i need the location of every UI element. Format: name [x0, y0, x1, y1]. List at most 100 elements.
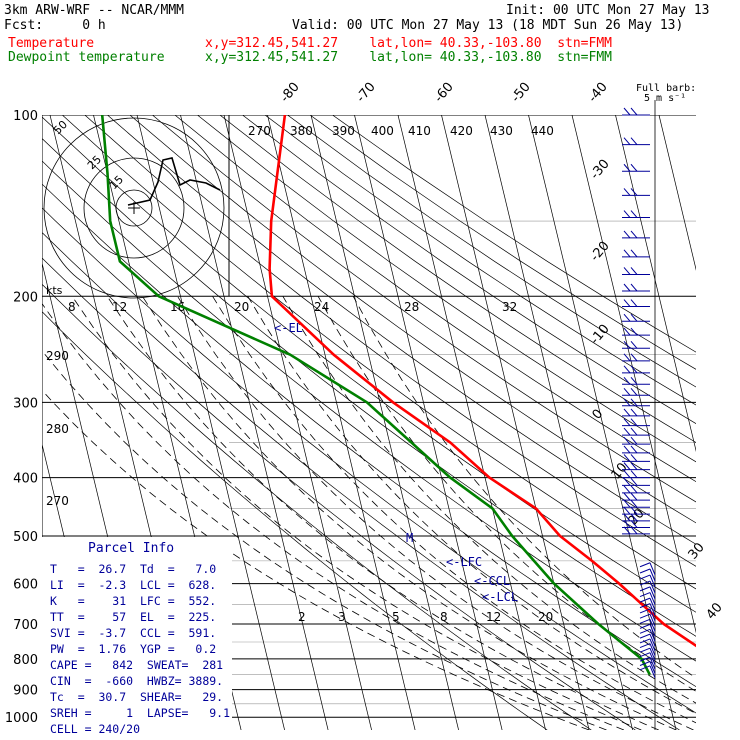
parcel-info-row: TT = 57 EL = 225. — [50, 610, 216, 624]
hodograph-speed-label: 28 — [404, 300, 419, 314]
isotherm-line — [136, 115, 285, 730]
dry-adiabat — [42, 311, 548, 730]
moist-adiabat — [247, 296, 696, 714]
moist-adiabat — [71, 296, 642, 730]
wind-barb — [639, 652, 651, 658]
wind-barb — [630, 163, 638, 172]
wind-barb — [649, 647, 656, 661]
pressure-label-300: 300 — [13, 396, 38, 411]
wind-barb — [623, 313, 631, 322]
wind-barb — [623, 230, 631, 239]
hodograph-ring-label: 15 — [107, 173, 126, 192]
hodograph-speed-label: 24 — [314, 300, 329, 314]
wind-barb — [630, 454, 638, 462]
moist-adiabat — [106, 296, 659, 730]
hodograph-unit: kts — [46, 284, 63, 297]
dry-adiabat — [42, 116, 696, 613]
theta-label: 290 — [46, 349, 69, 363]
dry-adiabat — [62, 115, 696, 590]
wind-barb — [630, 427, 638, 436]
dry-adiabat — [219, 115, 696, 443]
pressure-label-800: 800 — [13, 653, 38, 668]
isotherm-line — [702, 115, 740, 730]
wind-barb — [623, 462, 631, 470]
parcel-info-row: CIN = -660 HWBZ= 3889. — [50, 674, 223, 688]
dewpoint-location: x,y=312.45,541.27 lat,lon= 40.33,-103.80… — [205, 50, 612, 65]
wind-barb — [623, 163, 631, 172]
wind-barb — [639, 638, 651, 644]
wind-barb — [630, 249, 638, 258]
hodograph-ring — [83, 157, 185, 259]
wind-barb — [649, 629, 656, 642]
hodograph-ring — [115, 189, 153, 227]
wind-barb — [630, 210, 638, 218]
wind-barb — [623, 327, 631, 336]
pressure-label-500: 500 — [13, 530, 38, 545]
sounding-annotation: <-LFC — [446, 555, 482, 569]
isotherm-label: -20 — [588, 239, 613, 265]
hodograph-speed-label: 8 — [68, 300, 76, 314]
wind-barb — [623, 418, 631, 427]
mixing-ratio-label: 2 — [298, 610, 306, 624]
sounding-annotation: <-LCL — [482, 590, 518, 604]
wind-barb — [623, 299, 631, 307]
dry-adiabat — [42, 183, 696, 688]
wind-barb — [630, 408, 638, 417]
wind-barb — [623, 513, 631, 522]
theta-label: 440 — [531, 124, 554, 138]
wind-barb — [623, 408, 631, 417]
sounding-annotation: <-CCL — [474, 574, 510, 588]
wind-barb — [623, 470, 631, 478]
hodograph-ring-label: 50 — [51, 118, 70, 137]
moist-adiabat — [42, 302, 625, 730]
hodograph-trace — [127, 157, 221, 206]
hodograph-ring — [43, 117, 225, 299]
isotherm-line — [571, 115, 696, 634]
wind-barb — [630, 299, 638, 307]
wind-barb — [623, 436, 631, 445]
moist-adiabat — [212, 296, 696, 724]
wind-barb — [649, 643, 656, 656]
wind-barb — [630, 506, 638, 515]
wind-barb — [623, 485, 631, 494]
wind-barb — [639, 633, 651, 639]
wind-barb — [630, 436, 638, 445]
wind-barb — [623, 454, 631, 462]
wind-barb — [630, 492, 638, 501]
wind-barb — [639, 643, 651, 649]
full-barb-unit: 5 m s⁻¹ — [644, 93, 687, 104]
wind-barb — [649, 624, 656, 637]
isotherm-line — [397, 115, 546, 730]
init-time: Init: 00 UTC Mon 27 May 13 — [506, 3, 710, 18]
wind-barb — [639, 574, 651, 580]
wind-barb — [639, 661, 651, 666]
wind-barb — [649, 574, 656, 588]
forecast-hour: Fcst: 0 h — [4, 18, 106, 33]
pressure-label-1000: 1000 — [5, 711, 38, 726]
wind-barb — [649, 562, 656, 575]
isotherm-line — [310, 115, 459, 730]
wind-barb — [649, 603, 656, 616]
wind-barb — [630, 499, 638, 508]
wind-barb — [623, 283, 631, 292]
dry-adiabat — [42, 231, 680, 730]
wind-barb — [649, 665, 656, 678]
wind-barb — [623, 492, 631, 501]
isotherm-label: -80 — [278, 80, 303, 106]
wind-barb — [623, 520, 631, 528]
wind-barb — [630, 485, 638, 494]
parcel-info-row: SVI = -3.7 CCL = 591. — [50, 626, 216, 640]
wind-barb — [623, 267, 631, 275]
wind-barb — [630, 462, 638, 470]
wind-barb — [630, 188, 638, 196]
mixing-ratio-label: 3 — [338, 610, 346, 624]
theta-label: 410 — [408, 124, 431, 138]
theta-label: 420 — [450, 124, 473, 138]
isotherm-line — [484, 115, 633, 730]
isotherm-label: -30 — [588, 157, 613, 183]
theta-label: 270 — [248, 124, 271, 138]
wind-barb — [649, 613, 656, 627]
isotherm-line — [658, 115, 696, 271]
wind-barb — [623, 340, 631, 349]
